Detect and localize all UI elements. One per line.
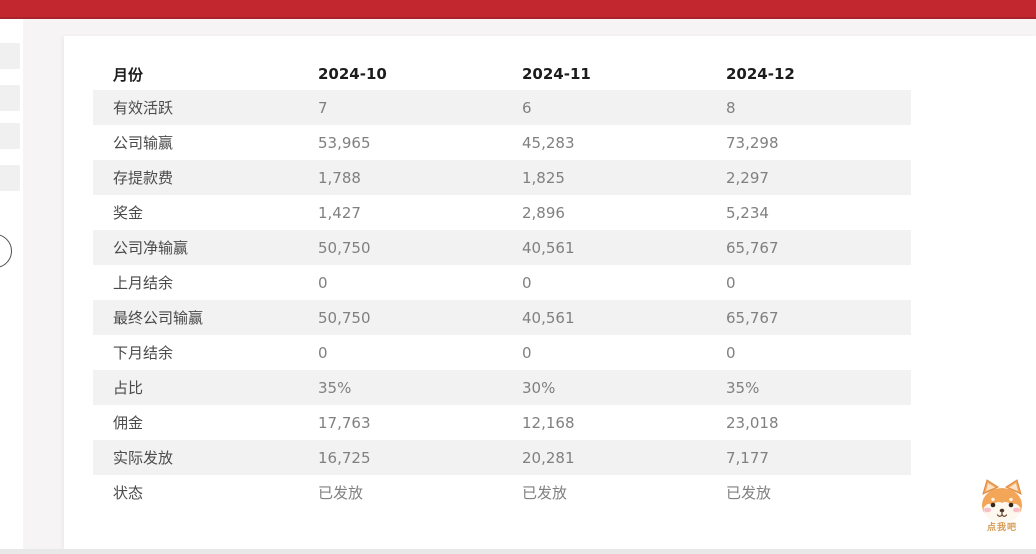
cell-value: 6 [522, 98, 532, 117]
mascot-caption: 点我吧 [986, 523, 1017, 533]
cell-value: 23,018 [726, 413, 779, 432]
cell-value: 35% [726, 378, 760, 397]
row-label: 存提款费 [113, 169, 174, 187]
cell-value: 35% [318, 378, 352, 397]
shiba-dog-icon [974, 474, 1030, 530]
cell-value: 0 [318, 273, 328, 292]
table-row: 状态 已发放 已发放 已发放 [93, 475, 911, 510]
cell-value: 40,561 [522, 308, 575, 327]
cell-value: 50,750 [318, 308, 371, 327]
cell-value: 0 [522, 273, 532, 292]
cell-value: 7 [318, 98, 328, 117]
table-row: 上月结余 0 0 0 [93, 265, 911, 300]
collapsed-sidebar [0, 19, 23, 554]
row-label: 公司净输赢 [113, 239, 189, 257]
table-row: 下月结余 0 0 0 [93, 335, 911, 370]
row-label: 状态 [113, 484, 144, 502]
column-header-2024-11: 2024-11 [522, 65, 591, 83]
cell-value: 40,561 [522, 238, 575, 257]
top-navbar [0, 0, 1036, 19]
cell-value: 17,763 [318, 413, 371, 432]
cell-value: 0 [726, 273, 736, 292]
cell-value: 0 [522, 343, 532, 362]
monthly-report-table-wrap: 月份 2024-10 2024-11 2024-12 有效活跃 7 6 8 公司输赢 53… [93, 58, 911, 510]
cell-value: 2,297 [726, 168, 769, 187]
report-card: 月份 2024-10 2024-11 2024-12 有效活跃 7 6 8 公司输赢 53… [64, 36, 1036, 549]
table-header-row: 月份 2024-10 2024-11 2024-12 [93, 58, 911, 90]
monthly-report-table: 月份 2024-10 2024-11 2024-12 有效活跃 7 6 8 公司输赢 53… [93, 58, 911, 510]
cell-value: 0 [726, 343, 736, 362]
table-row: 最终公司输赢 50,750 40,561 65,767 [93, 300, 911, 335]
table-row: 奖金 1,427 2,896 5,234 [93, 195, 911, 230]
report-table-body: 有效活跃 7 6 8 公司输赢 53,965 45,283 73,298 存提款费 1,788 1,… [93, 90, 911, 510]
sidebar-menu-placeholder[interactable] [0, 43, 20, 69]
cell-value: 12,168 [522, 413, 575, 432]
table-row: 公司净输赢 50,750 40,561 65,767 [93, 230, 911, 265]
cell-value: 20,281 [522, 448, 575, 467]
cell-value: 53,965 [318, 133, 371, 152]
column-header-month: 月份 [113, 65, 144, 84]
row-label: 上月结余 [113, 274, 174, 292]
row-label: 最终公司输赢 [113, 309, 204, 327]
cell-value: 30% [522, 378, 556, 397]
cell-value: 0 [318, 343, 328, 362]
cell-value: 8 [726, 98, 736, 117]
cell-value: 5,234 [726, 203, 769, 222]
table-row: 有效活跃 7 6 8 [93, 90, 911, 125]
cell-value: 1,825 [522, 168, 565, 187]
cell-value: 1,427 [318, 203, 361, 222]
column-header-2024-10: 2024-10 [318, 65, 387, 83]
table-row: 占比 35% 30% 35% [93, 370, 911, 405]
cell-value: 65,767 [726, 308, 779, 327]
sidebar-menu-placeholder[interactable] [0, 165, 20, 191]
cell-value: 2,896 [522, 203, 565, 222]
shiba-mascot[interactable]: 点我吧 [974, 474, 1030, 533]
page-bottom-strip [0, 549, 1036, 554]
cell-value: 50,750 [318, 238, 371, 257]
cell-value: 已发放 [318, 484, 364, 502]
cell-value: 73,298 [726, 133, 779, 152]
cell-value: 65,767 [726, 238, 779, 257]
cell-value: 7,177 [726, 448, 769, 467]
table-row: 佣金 17,763 12,168 23,018 [93, 405, 911, 440]
row-label: 奖金 [113, 204, 144, 222]
cell-value: 已发放 [726, 484, 772, 502]
cell-value: 已发放 [522, 484, 568, 502]
row-label: 下月结余 [113, 344, 174, 362]
row-label: 有效活跃 [113, 99, 174, 117]
cell-value: 1,788 [318, 168, 361, 187]
sidebar-collapse-toggle[interactable] [0, 234, 12, 268]
cell-value: 16,725 [318, 448, 371, 467]
row-label: 公司输赢 [113, 134, 174, 152]
table-row: 存提款费 1,788 1,825 2,297 [93, 160, 911, 195]
sidebar-menu-placeholder[interactable] [0, 85, 20, 111]
row-label: 实际发放 [113, 449, 174, 467]
row-label: 占比 [113, 379, 144, 397]
column-header-2024-12: 2024-12 [726, 65, 795, 83]
sidebar-menu-placeholder[interactable] [0, 123, 20, 149]
row-label: 佣金 [113, 414, 144, 432]
table-row: 实际发放 16,725 20,281 7,177 [93, 440, 911, 475]
cell-value: 45,283 [522, 133, 575, 152]
table-row: 公司输赢 53,965 45,283 73,298 [93, 125, 911, 160]
